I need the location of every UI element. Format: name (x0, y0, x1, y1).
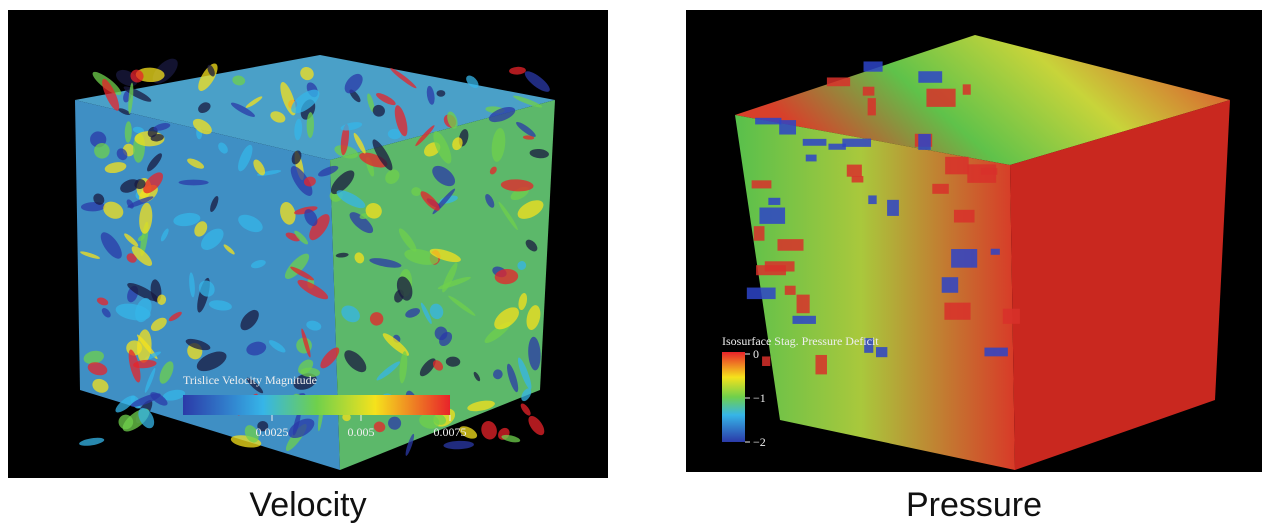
texture (815, 355, 826, 374)
texture (887, 200, 899, 216)
texture (785, 286, 796, 295)
texture (752, 180, 772, 188)
figure: Trislice Velocity Magnitude Isosurface S… (0, 0, 1271, 525)
panel-caption: Velocity (249, 486, 366, 524)
texture (868, 195, 876, 204)
texture (747, 288, 776, 300)
texture (755, 118, 781, 125)
texture (918, 134, 931, 150)
tick-label: −2 (753, 435, 766, 449)
texture (759, 208, 785, 224)
texture (868, 98, 876, 115)
texture (436, 90, 445, 97)
texture (803, 139, 827, 146)
texture (863, 87, 875, 96)
colorbar-title: Isosurface Stag. Pressure Deficit (722, 334, 879, 348)
velocity-colorbar (183, 395, 450, 415)
panel-caption: Pressure (906, 486, 1042, 524)
texture (828, 144, 845, 150)
texture (806, 155, 817, 162)
texture (842, 139, 871, 147)
tick-label: −1 (753, 391, 766, 405)
texture (984, 348, 1007, 357)
pressure-colorbar (722, 352, 745, 442)
texture (754, 226, 765, 241)
texture (797, 295, 810, 314)
tick-label: 0.0025 (256, 425, 289, 439)
tick-label: 0.005 (348, 425, 375, 439)
texture (926, 89, 955, 107)
texture (827, 77, 850, 86)
texture (876, 347, 887, 357)
texture (942, 277, 958, 293)
texture (768, 198, 780, 205)
texture (864, 61, 883, 71)
tick-label: 0 (753, 347, 759, 361)
texture (932, 184, 948, 194)
texture (852, 176, 864, 182)
texture (756, 265, 786, 275)
texture (793, 316, 816, 324)
tick-label: 0.0075 (434, 425, 467, 439)
pressure-cube (735, 35, 1230, 470)
texture (918, 71, 942, 83)
colorbar-title: Trislice Velocity Magnitude (183, 373, 317, 387)
texture (951, 249, 977, 268)
texture (779, 120, 796, 134)
texture (954, 210, 975, 223)
texture (945, 157, 969, 175)
texture (777, 239, 803, 251)
texture (963, 84, 971, 94)
texture (991, 249, 1000, 255)
texture (762, 356, 770, 366)
texture (944, 303, 970, 320)
texture (1003, 309, 1020, 324)
texture (847, 165, 862, 177)
texture (981, 168, 997, 175)
